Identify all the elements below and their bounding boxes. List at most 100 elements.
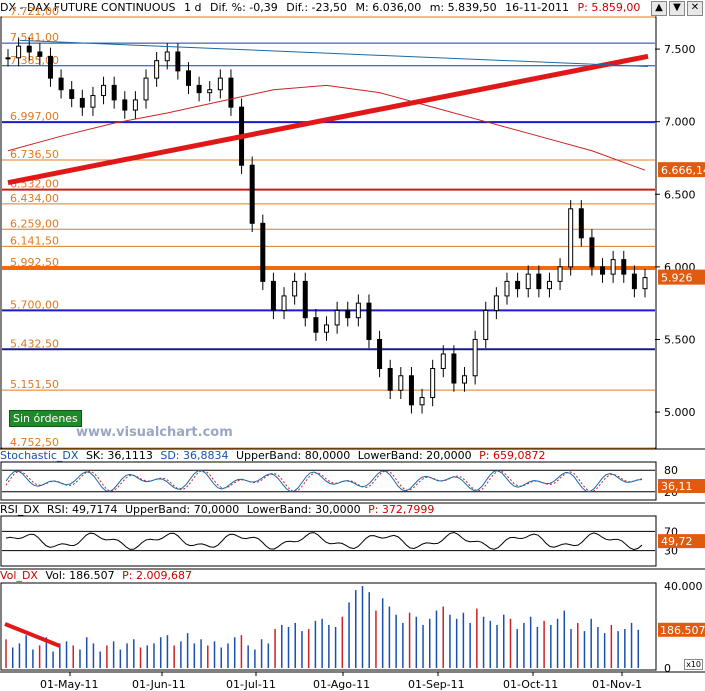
price-candle (557, 266, 563, 282)
y-tick-label: 7.500 (664, 43, 696, 56)
rsi-lower: LowerBand: 30,0000 (246, 503, 361, 516)
volume-tick-label: 40.000 (664, 580, 703, 593)
volume-value: Vol: 186.507 (45, 569, 115, 582)
price-candle (525, 273, 531, 290)
scroll-down-button[interactable]: ▼ (669, 1, 685, 16)
price-candle (47, 55, 53, 79)
price-candle (324, 324, 329, 333)
price-candle (90, 95, 96, 108)
stochastic-sd-line (5, 469, 643, 493)
price-candle (483, 309, 489, 340)
period-label: 1 d (184, 1, 202, 14)
stochastic-badge-label: 36,11 (661, 480, 693, 493)
rsi-panel-frame (0, 515, 657, 567)
stochastic-sd: SD: 36,8834 (160, 449, 229, 462)
x-tick-label: 01-Oct-11 (503, 678, 558, 691)
date-value: 16-11-2011 (505, 1, 570, 14)
chart-header: DX - DAX FUTURE CONTINUOUS 1 d Dif. %: -… (0, 0, 655, 16)
price-candle (472, 338, 478, 377)
level-label: 5.151,50 (10, 378, 59, 391)
price-candle (260, 222, 266, 282)
price-candle (37, 51, 43, 57)
price-candle (281, 295, 287, 311)
last-price: P: 5.859,00 (577, 1, 641, 14)
rsi-badge (658, 534, 705, 549)
price-candle (462, 375, 468, 384)
price-candle (164, 51, 170, 62)
y-tick-label: 7.000 (664, 116, 696, 129)
stochastic-upper: UpperBand: 80,0000 (236, 449, 351, 462)
scroll-up-button[interactable]: ▲ (651, 1, 667, 16)
price-candle (398, 375, 404, 391)
price-candle (621, 259, 627, 275)
price-candle (515, 280, 521, 290)
price-candle (355, 302, 361, 319)
price-candle (504, 280, 510, 297)
price-candle (610, 259, 616, 275)
x-tick-label: 01-Jun-11 (132, 678, 186, 691)
level-label: 6.997,00 (10, 110, 59, 123)
level-label: 6.736,50 (10, 148, 59, 161)
price-candle (568, 208, 574, 268)
level-label: 5.432,50 (10, 337, 59, 350)
window-buttons: ▲ ▼ ✕ (651, 1, 703, 16)
level-label: 4.752,50 (10, 436, 59, 449)
price-candle (589, 237, 595, 268)
diff-value: Dif.: -23,50 (286, 1, 348, 14)
price-candle (546, 280, 552, 290)
volume-tick-label: 0 (664, 662, 671, 675)
stochastic-sk: SK: 36,1113 (85, 449, 153, 462)
price-badge-label: 5.926 (661, 272, 693, 285)
price-candle (578, 208, 584, 239)
min-value: m: 5.839,50 (429, 1, 497, 14)
x-axis: 01-May-11 01-Jun-11 01-Jul-11 01-Ago-11 01-S… (40, 672, 642, 691)
price-candle (132, 99, 138, 111)
stochastic-header: Stochastic_DX SK: 36,1113 SD: 36,8834 Up… (0, 449, 549, 463)
price-candle (600, 266, 606, 275)
stochastic-layer: 802036,11 (2, 464, 705, 499)
level-label: 6.434,00 (10, 192, 59, 205)
level-label: 7.385,00 (10, 54, 59, 67)
x-tick-label: 01-May-11 (40, 678, 98, 691)
change-pct: Dif. %: -0,39 (210, 1, 278, 14)
rsi-value: RSI: 49,7174 (46, 503, 118, 516)
level-label: 6.259,00 (10, 217, 59, 230)
blue-trendline (19, 39, 649, 68)
rsi-name: RSI_DX (0, 503, 40, 516)
x-tick-label: 01-Jul-11 (226, 678, 276, 691)
price-candle (387, 368, 393, 391)
stochastic-badge (658, 478, 705, 493)
stochastic-lower: LowerBand: 20,0000 (357, 449, 472, 462)
price-candle (536, 273, 542, 290)
price-candle (228, 77, 234, 108)
stochastic-p: P: 659,0872 (479, 449, 546, 462)
y-tick-label: 5.000 (664, 406, 696, 419)
stochastic-panel-frame (0, 461, 657, 501)
price-candle (631, 273, 637, 290)
price-candle (58, 77, 64, 91)
price-badge (658, 162, 705, 178)
price-candle (345, 309, 351, 319)
price-candle (642, 277, 648, 290)
stochastic-name: Stochastic_DX (0, 449, 79, 462)
y-tick-label: 6.500 (664, 188, 696, 201)
sin-ordenes-button[interactable]: Sin órdenes (9, 410, 82, 427)
close-button[interactable]: ✕ (687, 1, 703, 16)
moving-average-line (7, 84, 646, 171)
price-candle (16, 45, 22, 59)
price-candle (5, 57, 11, 60)
level-label: 6.141,50 (10, 234, 59, 247)
level-label: 5.700,00 (10, 298, 59, 311)
watermark: www.visualchart.com (76, 425, 233, 440)
price-panel-frame (0, 16, 657, 449)
rsi-p: P: 372,7999 (368, 503, 435, 516)
volume-p: P: 2.009,687 (122, 569, 192, 582)
volume-multiplier: x10 (684, 659, 703, 670)
price-candle (207, 89, 213, 94)
price-candle (154, 60, 160, 79)
price-candle (175, 51, 181, 72)
price-candle (101, 84, 107, 97)
red-trendline (7, 53, 649, 186)
